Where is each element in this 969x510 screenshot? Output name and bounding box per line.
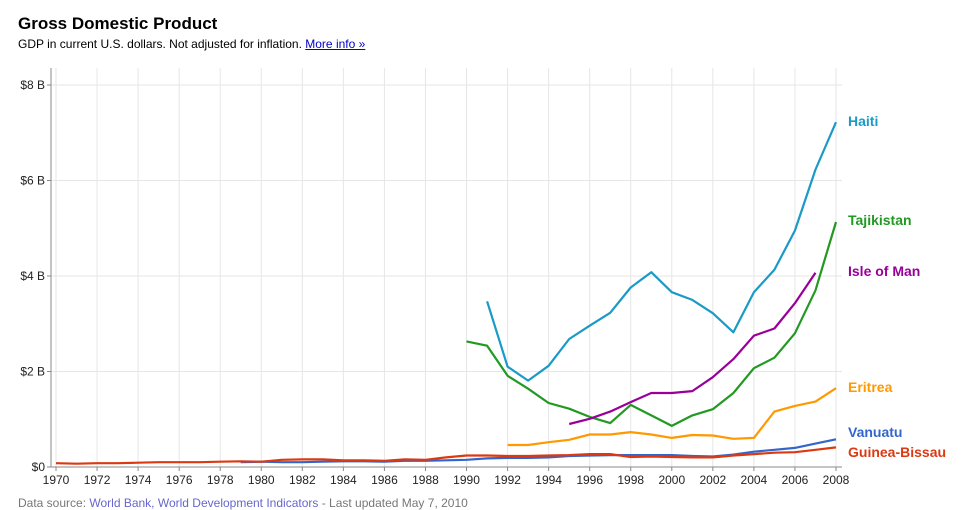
x-tick-label: 2004 xyxy=(741,473,768,487)
axes: 1970 1972 1974 1976 1978 1980 1982 1984 1986 1988… xyxy=(20,68,850,487)
series-line-guinea-bissau[interactable] xyxy=(55,446,837,465)
data-source-link[interactable]: World Bank, World Development Indicators xyxy=(89,496,319,510)
x-tick-label: 2000 xyxy=(658,473,685,487)
series-line-tajikistan[interactable] xyxy=(466,221,838,427)
x-tick-label: 1970 xyxy=(43,473,70,487)
x-tick-label: 1978 xyxy=(207,473,234,487)
y-tick-label: $8 B xyxy=(20,78,45,92)
data-source-footer: Data source: World Bank, World Developme… xyxy=(18,496,468,510)
x-tick-label: 2008 xyxy=(823,473,850,487)
series-line-eritrea[interactable] xyxy=(507,387,837,447)
y-tick-label: $2 B xyxy=(20,365,45,379)
series-labels: Haiti Tajikistan Isle of Man Eritrea Vanuatu… xyxy=(848,113,946,460)
series-lines xyxy=(55,121,838,465)
x-tick-label: 1986 xyxy=(371,473,398,487)
more-info-link[interactable]: More info » xyxy=(305,37,366,51)
chart-subtitle: GDP in current U.S. dollars. Not adjuste… xyxy=(18,37,365,51)
y-tick-label: $4 B xyxy=(20,269,45,283)
y-tick-label: $6 B xyxy=(20,174,45,188)
x-tick-label: 1974 xyxy=(125,473,152,487)
y-tick-label: $0 xyxy=(32,460,46,474)
footer-prefix: Data source: xyxy=(18,496,90,510)
x-tick-label: 1972 xyxy=(84,473,111,487)
x-tick-label: 2006 xyxy=(782,473,809,487)
series-label-vanuatu[interactable]: Vanuatu xyxy=(848,424,902,440)
series-line-isle-of-man[interactable] xyxy=(568,272,817,426)
series-label-tajikistan[interactable]: Tajikistan xyxy=(848,212,912,228)
x-tick-label: 1998 xyxy=(617,473,644,487)
series-label-haiti[interactable]: Haiti xyxy=(848,113,878,129)
chart-title: Gross Domestic Product xyxy=(18,14,218,33)
x-tick-label: 2002 xyxy=(699,473,726,487)
subtitle-text: GDP in current U.S. dollars. Not adjuste… xyxy=(18,37,302,51)
x-tick-label: 1992 xyxy=(494,473,521,487)
x-tick-label: 1988 xyxy=(412,473,439,487)
gridlines xyxy=(51,68,842,467)
series-label-isle-of-man[interactable]: Isle of Man xyxy=(848,263,920,279)
series-line-haiti[interactable] xyxy=(486,121,838,382)
x-tick-label: 1994 xyxy=(535,473,562,487)
x-tick-label: 1976 xyxy=(166,473,193,487)
series-label-eritrea[interactable]: Eritrea xyxy=(848,379,893,395)
x-tick-label: 1984 xyxy=(330,473,357,487)
x-tick-label: 1982 xyxy=(289,473,316,487)
x-tick-label: 1996 xyxy=(576,473,603,487)
series-label-guinea-bissau[interactable]: Guinea-Bissau xyxy=(848,444,946,460)
x-tick-label: 1980 xyxy=(248,473,275,487)
x-tick-label: 1990 xyxy=(453,473,480,487)
series-line-vanuatu[interactable] xyxy=(240,438,837,464)
footer-suffix: - Last updated May 7, 2010 xyxy=(318,496,468,510)
